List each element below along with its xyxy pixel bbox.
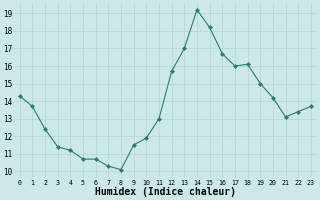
X-axis label: Humidex (Indice chaleur): Humidex (Indice chaleur) bbox=[95, 187, 236, 197]
